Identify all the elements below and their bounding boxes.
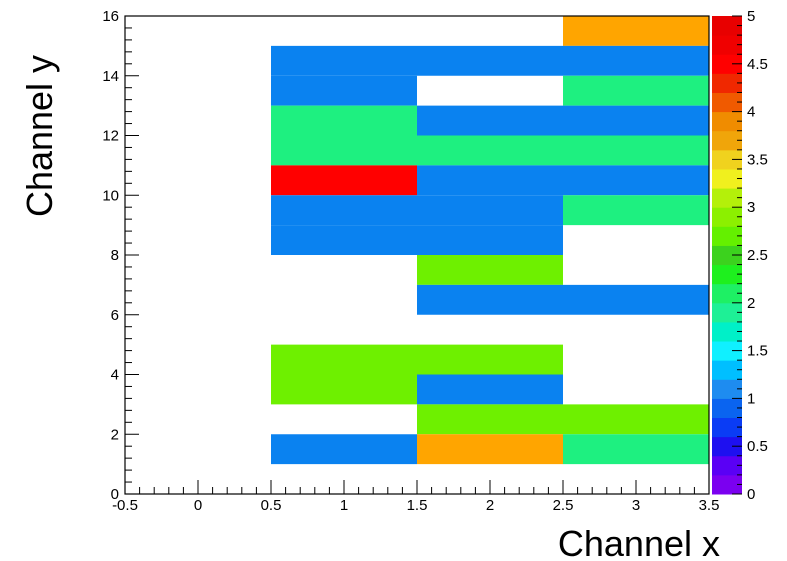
heatmap-cell xyxy=(563,195,709,226)
colorbar-segment xyxy=(712,111,742,132)
heatmap-cell xyxy=(271,75,417,106)
heatmap-cell xyxy=(271,374,417,405)
y-tick-label: 16 xyxy=(102,8,119,25)
colorbar-segment xyxy=(712,168,742,189)
colorbar-tick-label: 4.5 xyxy=(747,56,768,73)
colorbar-tick-label: 2 xyxy=(747,295,755,312)
colorbar-segment xyxy=(712,188,742,208)
heatmap-cells xyxy=(271,16,709,465)
heatmap-cell xyxy=(271,434,417,465)
heatmap-cell xyxy=(417,434,563,465)
colorbar-segment xyxy=(712,73,742,93)
colorbar-tick-label: 3.5 xyxy=(747,151,768,168)
y-tick-label: 0 xyxy=(111,486,119,503)
colorbar-segment xyxy=(712,302,742,323)
colorbar-segment xyxy=(712,54,742,74)
y-tick-label: 8 xyxy=(111,247,119,264)
colorbar-segment xyxy=(712,226,742,246)
heatmap-cell xyxy=(271,105,417,136)
colorbar-segment xyxy=(712,321,742,342)
y-tick-label: 10 xyxy=(102,187,119,204)
colorbar-segment xyxy=(712,92,742,113)
y-tick-label: 14 xyxy=(102,68,119,85)
heatmap-cell xyxy=(271,225,563,255)
colorbar-segment xyxy=(712,360,742,380)
y-axis-title: Channel y xyxy=(19,55,60,217)
colorbar-tick-label: 0.5 xyxy=(747,438,768,455)
heatmap-cell xyxy=(271,165,417,196)
y-tick-label: 2 xyxy=(111,426,119,443)
colorbar-tick-label: 2.5 xyxy=(747,247,768,264)
heatmap-cell xyxy=(563,434,709,465)
colorbar-segment xyxy=(712,207,742,227)
heatmap-cell xyxy=(417,284,709,315)
colorbar-segment xyxy=(712,436,742,457)
x-tick-label: 2 xyxy=(486,497,494,514)
colorbar-segment xyxy=(712,264,742,285)
colorbar-segment xyxy=(712,149,742,170)
colorbar-tick-label: 0 xyxy=(747,486,755,503)
heatmap-cell xyxy=(417,404,709,435)
y-tick-label: 4 xyxy=(111,367,119,384)
colorbar-tick-label: 1.5 xyxy=(747,343,768,360)
x-tick-label: 0 xyxy=(194,497,202,514)
x-tick-label: 0.5 xyxy=(261,497,282,514)
colorbar: 0 0.5 1 1.5 2 2.5 3 3.5 4 4.5 5 xyxy=(712,8,768,503)
x-tick-label: 1.5 xyxy=(407,497,428,514)
colorbar-segment xyxy=(712,398,742,419)
colorbar-tick-label: 1 xyxy=(747,390,755,407)
x-tick-label: -0.5 xyxy=(112,497,138,514)
heatmap-cell xyxy=(417,105,709,136)
heatmap-cell xyxy=(417,165,709,196)
colorbar-segment xyxy=(712,474,742,495)
x-tick-label: 3.5 xyxy=(699,497,720,514)
colorbar-segment xyxy=(712,379,742,399)
colorbar-segment xyxy=(712,245,742,266)
x-tick-label: 1 xyxy=(340,497,348,514)
y-axis: 0 2 4 6 8 10 12 14 16 xyxy=(102,8,139,503)
colorbar-segment xyxy=(712,455,742,476)
heatmap-cell xyxy=(417,374,563,405)
x-tick-label: 3 xyxy=(632,497,640,514)
colorbar-segment xyxy=(712,417,742,438)
y-tick-label: 12 xyxy=(102,128,119,145)
colorbar-segment xyxy=(712,35,742,55)
heatmap-cell xyxy=(417,255,563,285)
heatmap-cell xyxy=(271,195,563,226)
x-axis: -0.5 0 0.5 1 1.5 2 2.5 3 3.5 xyxy=(112,480,719,514)
heatmap-cell xyxy=(563,75,709,106)
colorbar-segment xyxy=(712,341,742,361)
heatmap-cell xyxy=(271,135,709,166)
colorbar-segment xyxy=(712,283,742,304)
colorbar-tick-label: 5 xyxy=(747,8,755,25)
y-tick-label: 6 xyxy=(111,307,119,324)
x-axis-title: Channel x xyxy=(558,523,720,561)
colorbar-tick-label: 4 xyxy=(747,104,755,121)
colorbar-segment xyxy=(712,16,742,36)
x-tick-label: 2.5 xyxy=(553,497,574,514)
heatmap-cell xyxy=(271,344,563,375)
heatmap-cell xyxy=(271,45,709,76)
heatmap-cell xyxy=(563,16,709,46)
colorbar-segment xyxy=(712,130,742,151)
colorbar-tick-label: 3 xyxy=(747,199,755,216)
